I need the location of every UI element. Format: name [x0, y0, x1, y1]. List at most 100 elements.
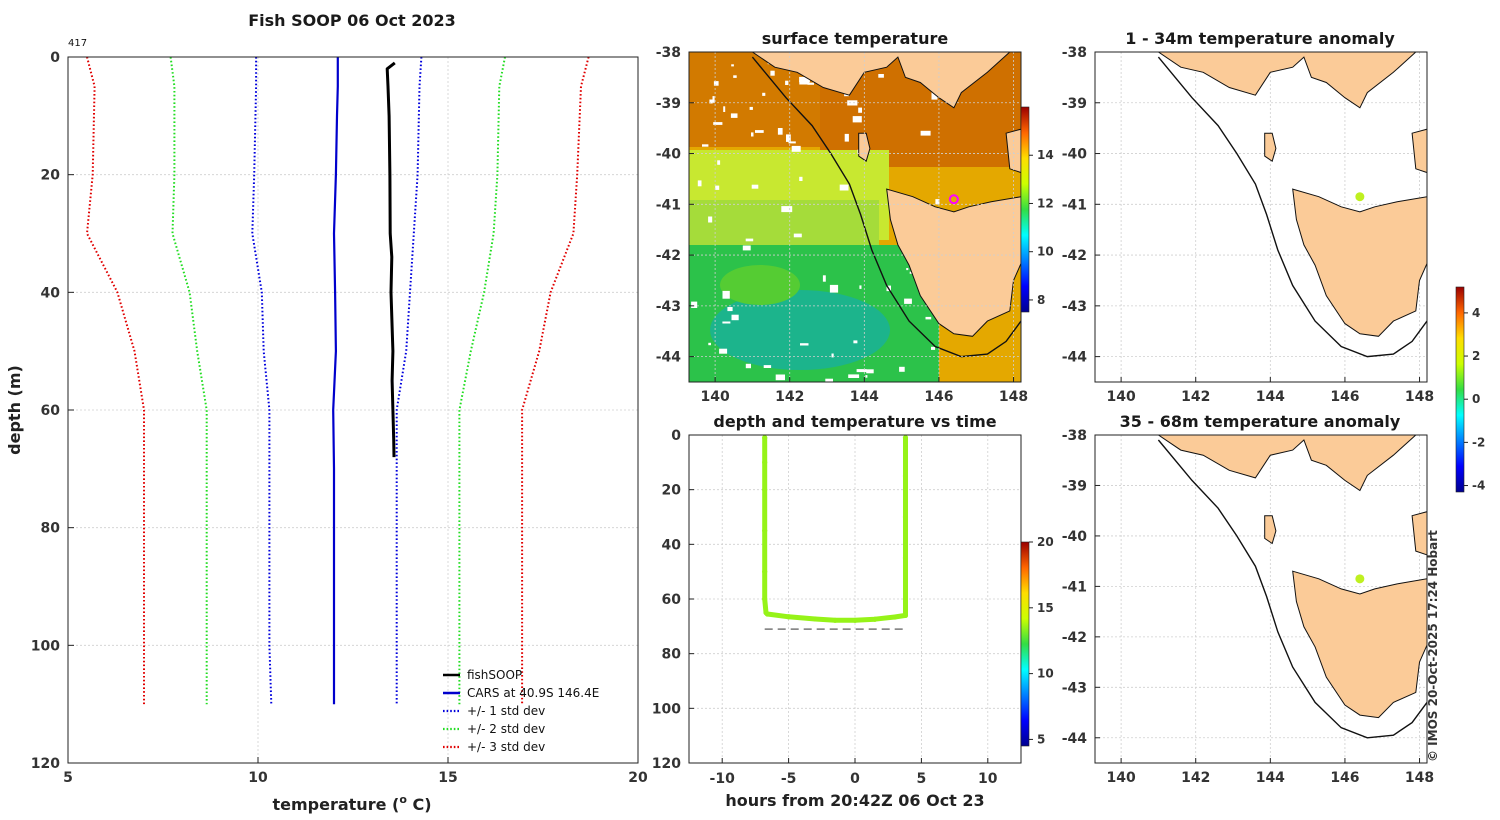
- sst-ytick-label: -39: [656, 96, 681, 112]
- sst-title: surface temperature: [762, 29, 949, 48]
- timeseries-track: [762, 435, 908, 623]
- anomaly2-frame: [1094, 434, 1428, 764]
- profile-lines: [86, 56, 590, 705]
- a2-flinders-island: [1411, 511, 1427, 556]
- profile-xlabel: temperature (o C): [272, 793, 431, 814]
- sst-cloud-gap: [866, 369, 874, 374]
- a1-ytick-label: -38: [1062, 45, 1087, 61]
- profile-series-3-upper: [458, 56, 506, 705]
- sst-cloud-gap: [708, 342, 711, 346]
- imos-credit: © IMOS 20-Oct-2025 17:24 Hobart: [1426, 530, 1440, 762]
- timeseries-ytick-label: 0: [671, 428, 681, 444]
- sst-colorbar: [1020, 106, 1030, 313]
- timeseries-colorbar-tick-label: 15: [1037, 601, 1054, 615]
- sst-cloud-gap: [708, 216, 713, 223]
- timeseries-panel: depth and temperature vs time -10 -5 0 5 100…: [652, 412, 1054, 810]
- timeseries-colorbar: [1020, 541, 1030, 747]
- a1-ytick-label: -44: [1062, 350, 1088, 366]
- sst-shelf-contour: [751, 56, 1021, 358]
- a2-ytick-label: -40: [1062, 529, 1088, 545]
- timeseries-ytick-label: 60: [662, 592, 682, 608]
- sst-cloud-gap: [853, 340, 858, 344]
- sst-land: [751, 52, 1021, 358]
- profile-ytick-label: 60: [41, 403, 61, 419]
- profile-legend: fishSOOP CARS at 40.9S 146.4E +/- 1 std de…: [443, 668, 599, 754]
- anomaly1-panel: 1 - 34m temperature anomaly 140 142 144 146…: [1062, 29, 1434, 405]
- sst-cloud-gap: [762, 92, 766, 96]
- profile-frame: [67, 56, 639, 764]
- a1-xtick-label: 146: [1330, 389, 1359, 405]
- a2-ytick-label: -44: [1062, 731, 1088, 747]
- sst-cloud-gap: [791, 145, 801, 152]
- a1-flinders-island: [1411, 128, 1427, 174]
- anomaly1-title: 1 - 34m temperature anomaly: [1125, 29, 1395, 48]
- sst-cloud-gap: [770, 70, 775, 76]
- sst-cloud-gap: [691, 301, 698, 308]
- timeseries-xtick-label: 10: [978, 771, 998, 787]
- sst-cloud-gap: [777, 128, 783, 135]
- timeseries-colorbar-tick-label: 5: [1037, 732, 1045, 746]
- timeseries-colorbar-tick-label: 20: [1037, 535, 1054, 549]
- sst-cloud-gap: [727, 307, 733, 312]
- sst-cloud-gap: [742, 245, 751, 251]
- anomaly-colorbar-tick-label: 0: [1472, 392, 1480, 406]
- a2-victoria-coast: [1157, 435, 1417, 492]
- timeseries-point: [902, 612, 909, 619]
- anomaly1-ship-marker: [1355, 192, 1365, 202]
- timeseries-points: [762, 435, 909, 630]
- profile-xtick-label: 15: [438, 770, 457, 786]
- profile-ytick-label: 120: [31, 756, 60, 772]
- timeseries-ytick-label: 20: [662, 483, 682, 499]
- a1-xtick-label: 140: [1106, 389, 1135, 405]
- anomaly2-panel: 35 - 68m temperature anomaly 140 142 144 14…: [1062, 412, 1434, 786]
- timeseries-point: [786, 614, 792, 620]
- profile-ytick-label: 40: [41, 285, 61, 301]
- sst-cloud-gap: [751, 132, 754, 137]
- profile-xtick-label: 10: [248, 770, 268, 786]
- profile-series-3-lower: [169, 56, 208, 705]
- a1-ytick-label: -39: [1062, 96, 1087, 112]
- timeseries-colorbar-ticks: 5 10 15 20: [1029, 535, 1054, 746]
- sst-cloud-gap: [807, 82, 814, 85]
- anomaly-colorbar-tick-label: -2: [1472, 435, 1485, 449]
- timeseries-point: [762, 459, 768, 465]
- sst-cloud-gap: [709, 99, 713, 104]
- profile-series-1: [332, 57, 339, 705]
- sst-ytick-label: -40: [656, 147, 682, 163]
- timeseries-point: [902, 473, 909, 479]
- sst-cloud-gap: [859, 285, 862, 289]
- sst-cloud-gap: [722, 290, 730, 299]
- sst-cloud-gap: [749, 106, 753, 110]
- sst-cloud-gap: [785, 80, 789, 85]
- timeseries-point: [852, 617, 858, 623]
- profile-xtick-label: 20: [628, 770, 648, 786]
- legend-label-1: CARS at 40.9S 146.4E: [467, 686, 599, 700]
- profile-ytick-label: 80: [41, 521, 61, 537]
- sst-cloud-gap: [899, 366, 905, 372]
- timeseries-point: [762, 528, 768, 534]
- profile-series-4-upper: [521, 56, 590, 705]
- sst-cloud-gap: [751, 184, 759, 189]
- sst-cloud-gap: [799, 76, 810, 83]
- timeseries-xtick-label: 0: [850, 771, 860, 787]
- profile-ytick-label: 20: [41, 168, 61, 184]
- timeseries-point: [892, 614, 898, 620]
- legend-label-0: fishSOOP: [467, 668, 522, 682]
- timeseries-xlabel: hours from 20:42Z 06 Oct 23: [725, 791, 984, 810]
- sst-cloud-gap: [781, 206, 793, 213]
- sst-cloud-gap: [793, 233, 802, 238]
- anomaly-colorbar-ticks: -4 -2 0 2 4: [1464, 306, 1485, 493]
- sst-cloud-gap: [904, 298, 912, 304]
- sst-cloud-gap: [722, 321, 731, 324]
- sst-victoria-coast: [751, 52, 1011, 109]
- profile-panel: Fish SOOP 06 Oct 2023 417 5 10 15 20 0 20 40 60…: [5, 11, 648, 814]
- sst-panel: surface temperature 140 142 144 146 148-38-3…: [656, 29, 1054, 405]
- a1-tasmania-coast: [1292, 188, 1427, 337]
- sst-ytick-label: -43: [656, 299, 681, 315]
- sst-ytick-label: -38: [656, 45, 681, 61]
- sst-cloud-gap: [723, 106, 726, 112]
- sst-colorbar-ticks: 8 10 12 14: [1029, 148, 1054, 307]
- profile-series-2-upper: [395, 56, 423, 705]
- a1-victoria-coast: [1157, 52, 1417, 109]
